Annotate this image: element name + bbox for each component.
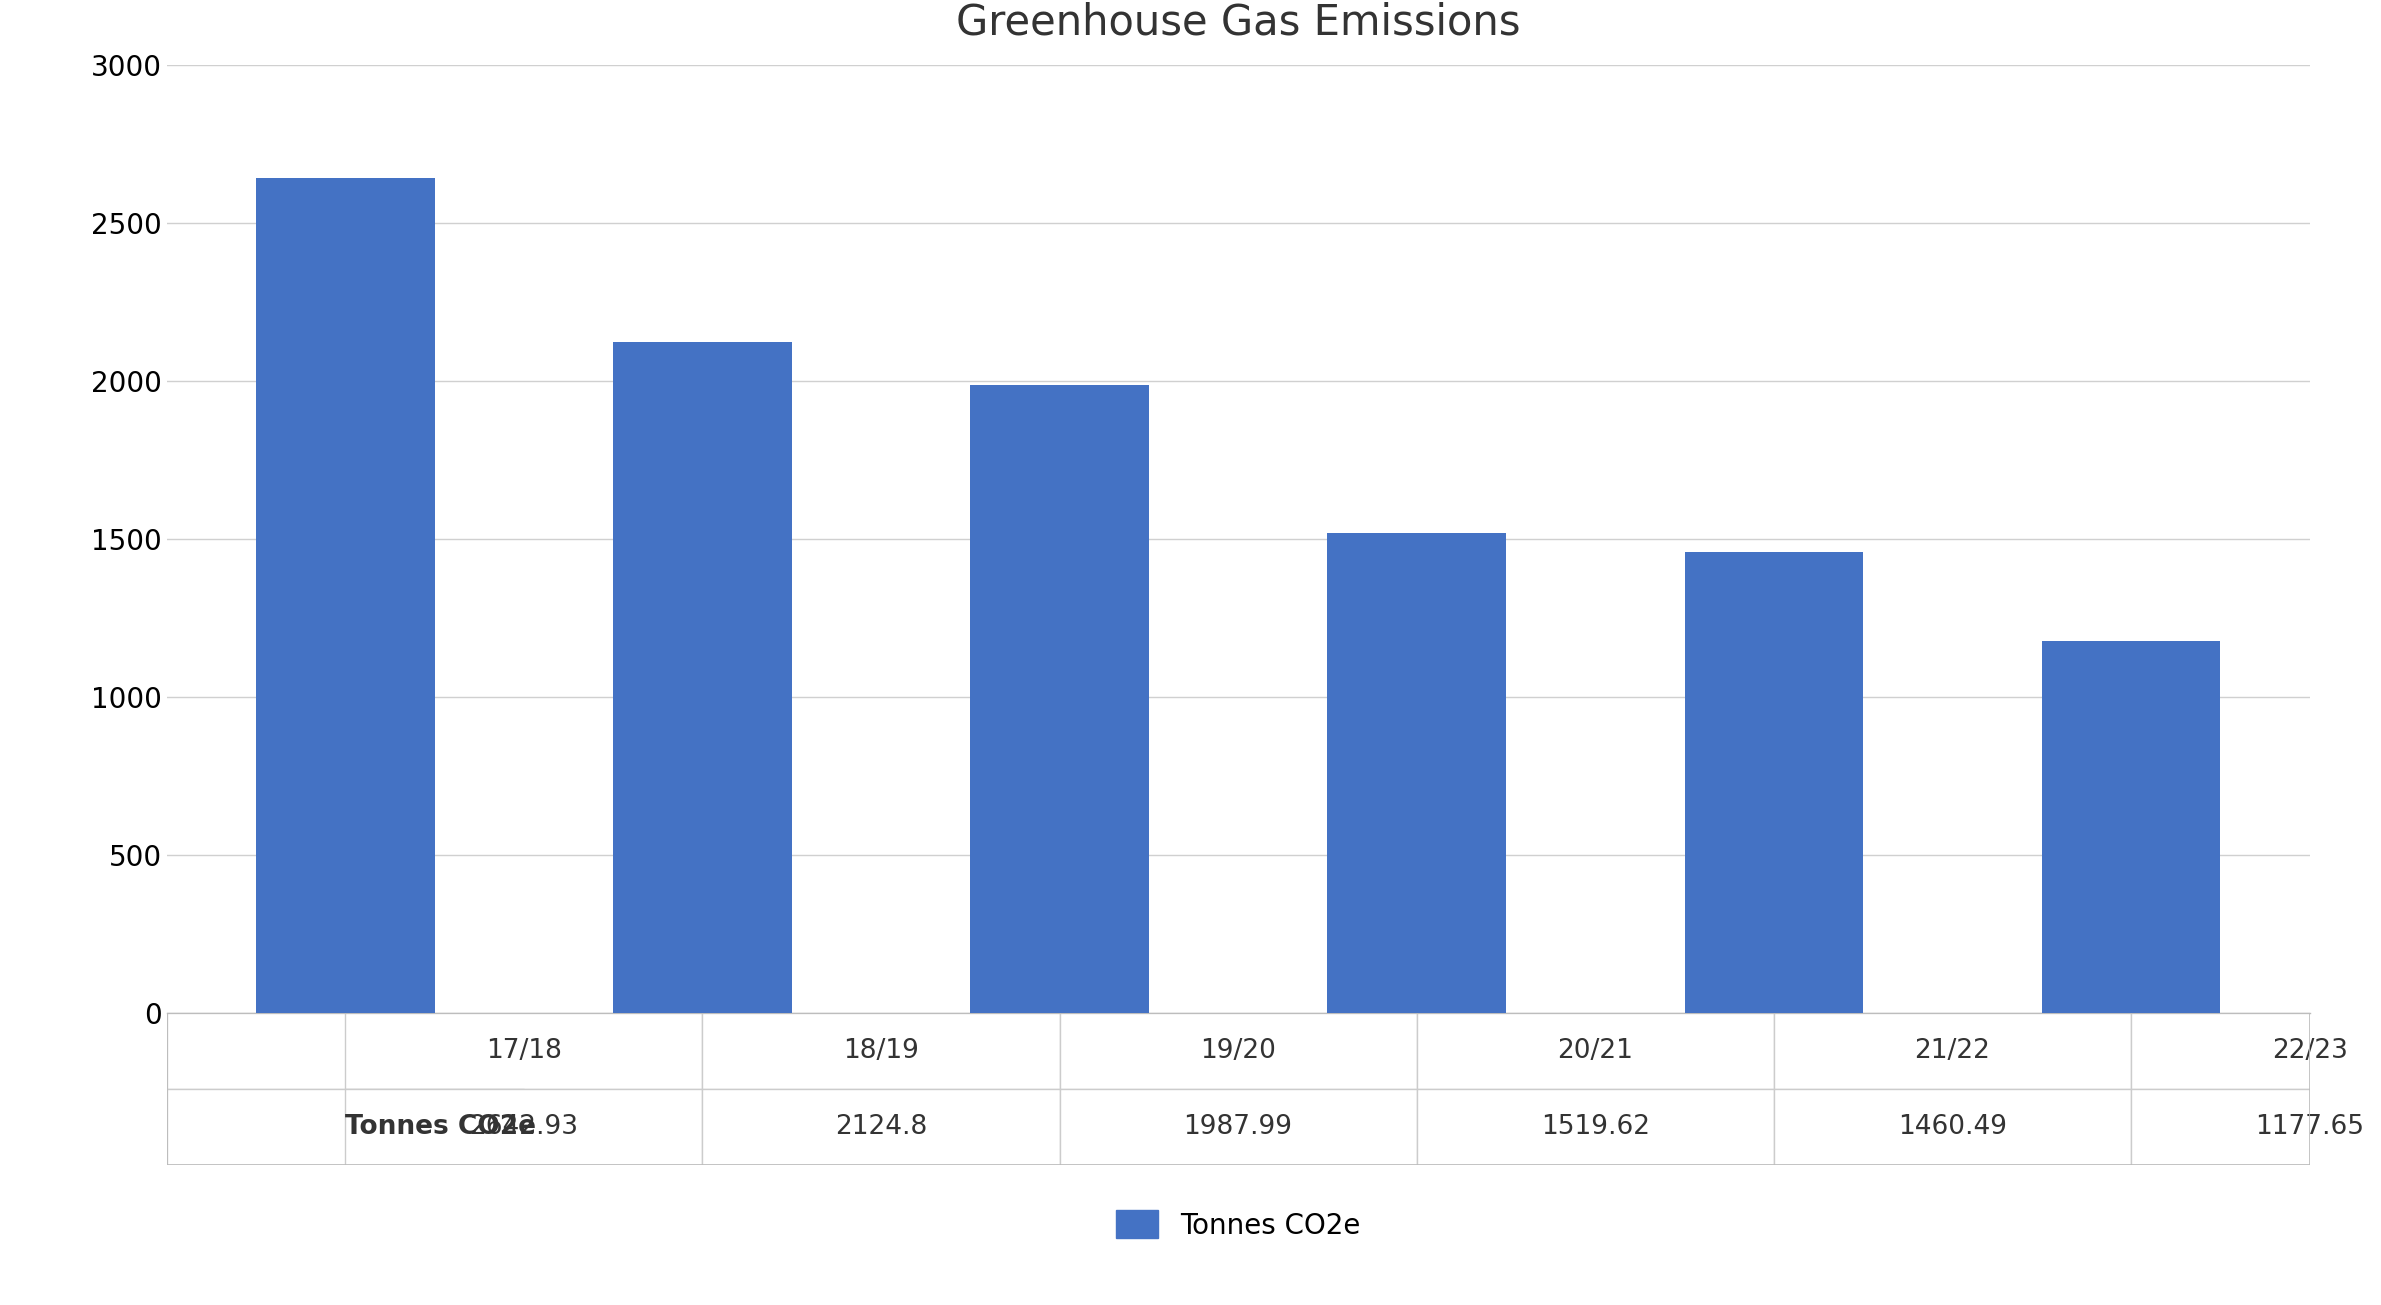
Bar bbox=[167, 1013, 524, 1088]
Bar bbox=[2131, 1088, 2381, 1165]
Bar bbox=[2043, 641, 2219, 1013]
Text: 1460.49: 1460.49 bbox=[1898, 1114, 2007, 1139]
Bar bbox=[702, 1013, 1060, 1088]
Bar bbox=[1417, 1088, 1774, 1165]
Text: 2642.93: 2642.93 bbox=[469, 1114, 579, 1139]
Text: 1987.99: 1987.99 bbox=[1183, 1114, 1293, 1139]
Text: 20/21: 20/21 bbox=[1557, 1037, 1633, 1064]
Bar bbox=[1060, 1013, 1417, 1088]
Text: 22/23: 22/23 bbox=[2271, 1037, 2348, 1064]
Bar bbox=[971, 385, 1150, 1013]
Bar bbox=[1060, 1088, 1417, 1165]
Legend: Tonnes CO2e: Tonnes CO2e bbox=[1105, 1199, 1371, 1250]
Text: 1519.62: 1519.62 bbox=[1541, 1114, 1650, 1139]
Text: 21/22: 21/22 bbox=[1914, 1037, 1991, 1064]
Bar bbox=[1774, 1013, 2131, 1088]
Text: 2124.8: 2124.8 bbox=[836, 1114, 926, 1139]
Bar bbox=[1417, 1013, 1774, 1088]
Bar bbox=[1774, 1088, 2131, 1165]
Bar bbox=[167, 1088, 524, 1165]
Bar bbox=[614, 342, 790, 1013]
Bar bbox=[345, 1013, 702, 1088]
Text: 18/19: 18/19 bbox=[843, 1037, 919, 1064]
Text: 1177.65: 1177.65 bbox=[2255, 1114, 2364, 1139]
Bar bbox=[257, 177, 436, 1013]
Bar bbox=[1329, 532, 1505, 1013]
Text: Tonnes CO2e: Tonnes CO2e bbox=[345, 1114, 536, 1139]
Text: 19/20: 19/20 bbox=[1200, 1037, 1276, 1064]
Bar bbox=[1686, 552, 1862, 1013]
Bar bbox=[2131, 1013, 2381, 1088]
Bar bbox=[702, 1088, 1060, 1165]
Text: 17/18: 17/18 bbox=[486, 1037, 562, 1064]
Bar bbox=[345, 1088, 702, 1165]
Title: Greenhouse Gas Emissions: Greenhouse Gas Emissions bbox=[955, 1, 1521, 43]
